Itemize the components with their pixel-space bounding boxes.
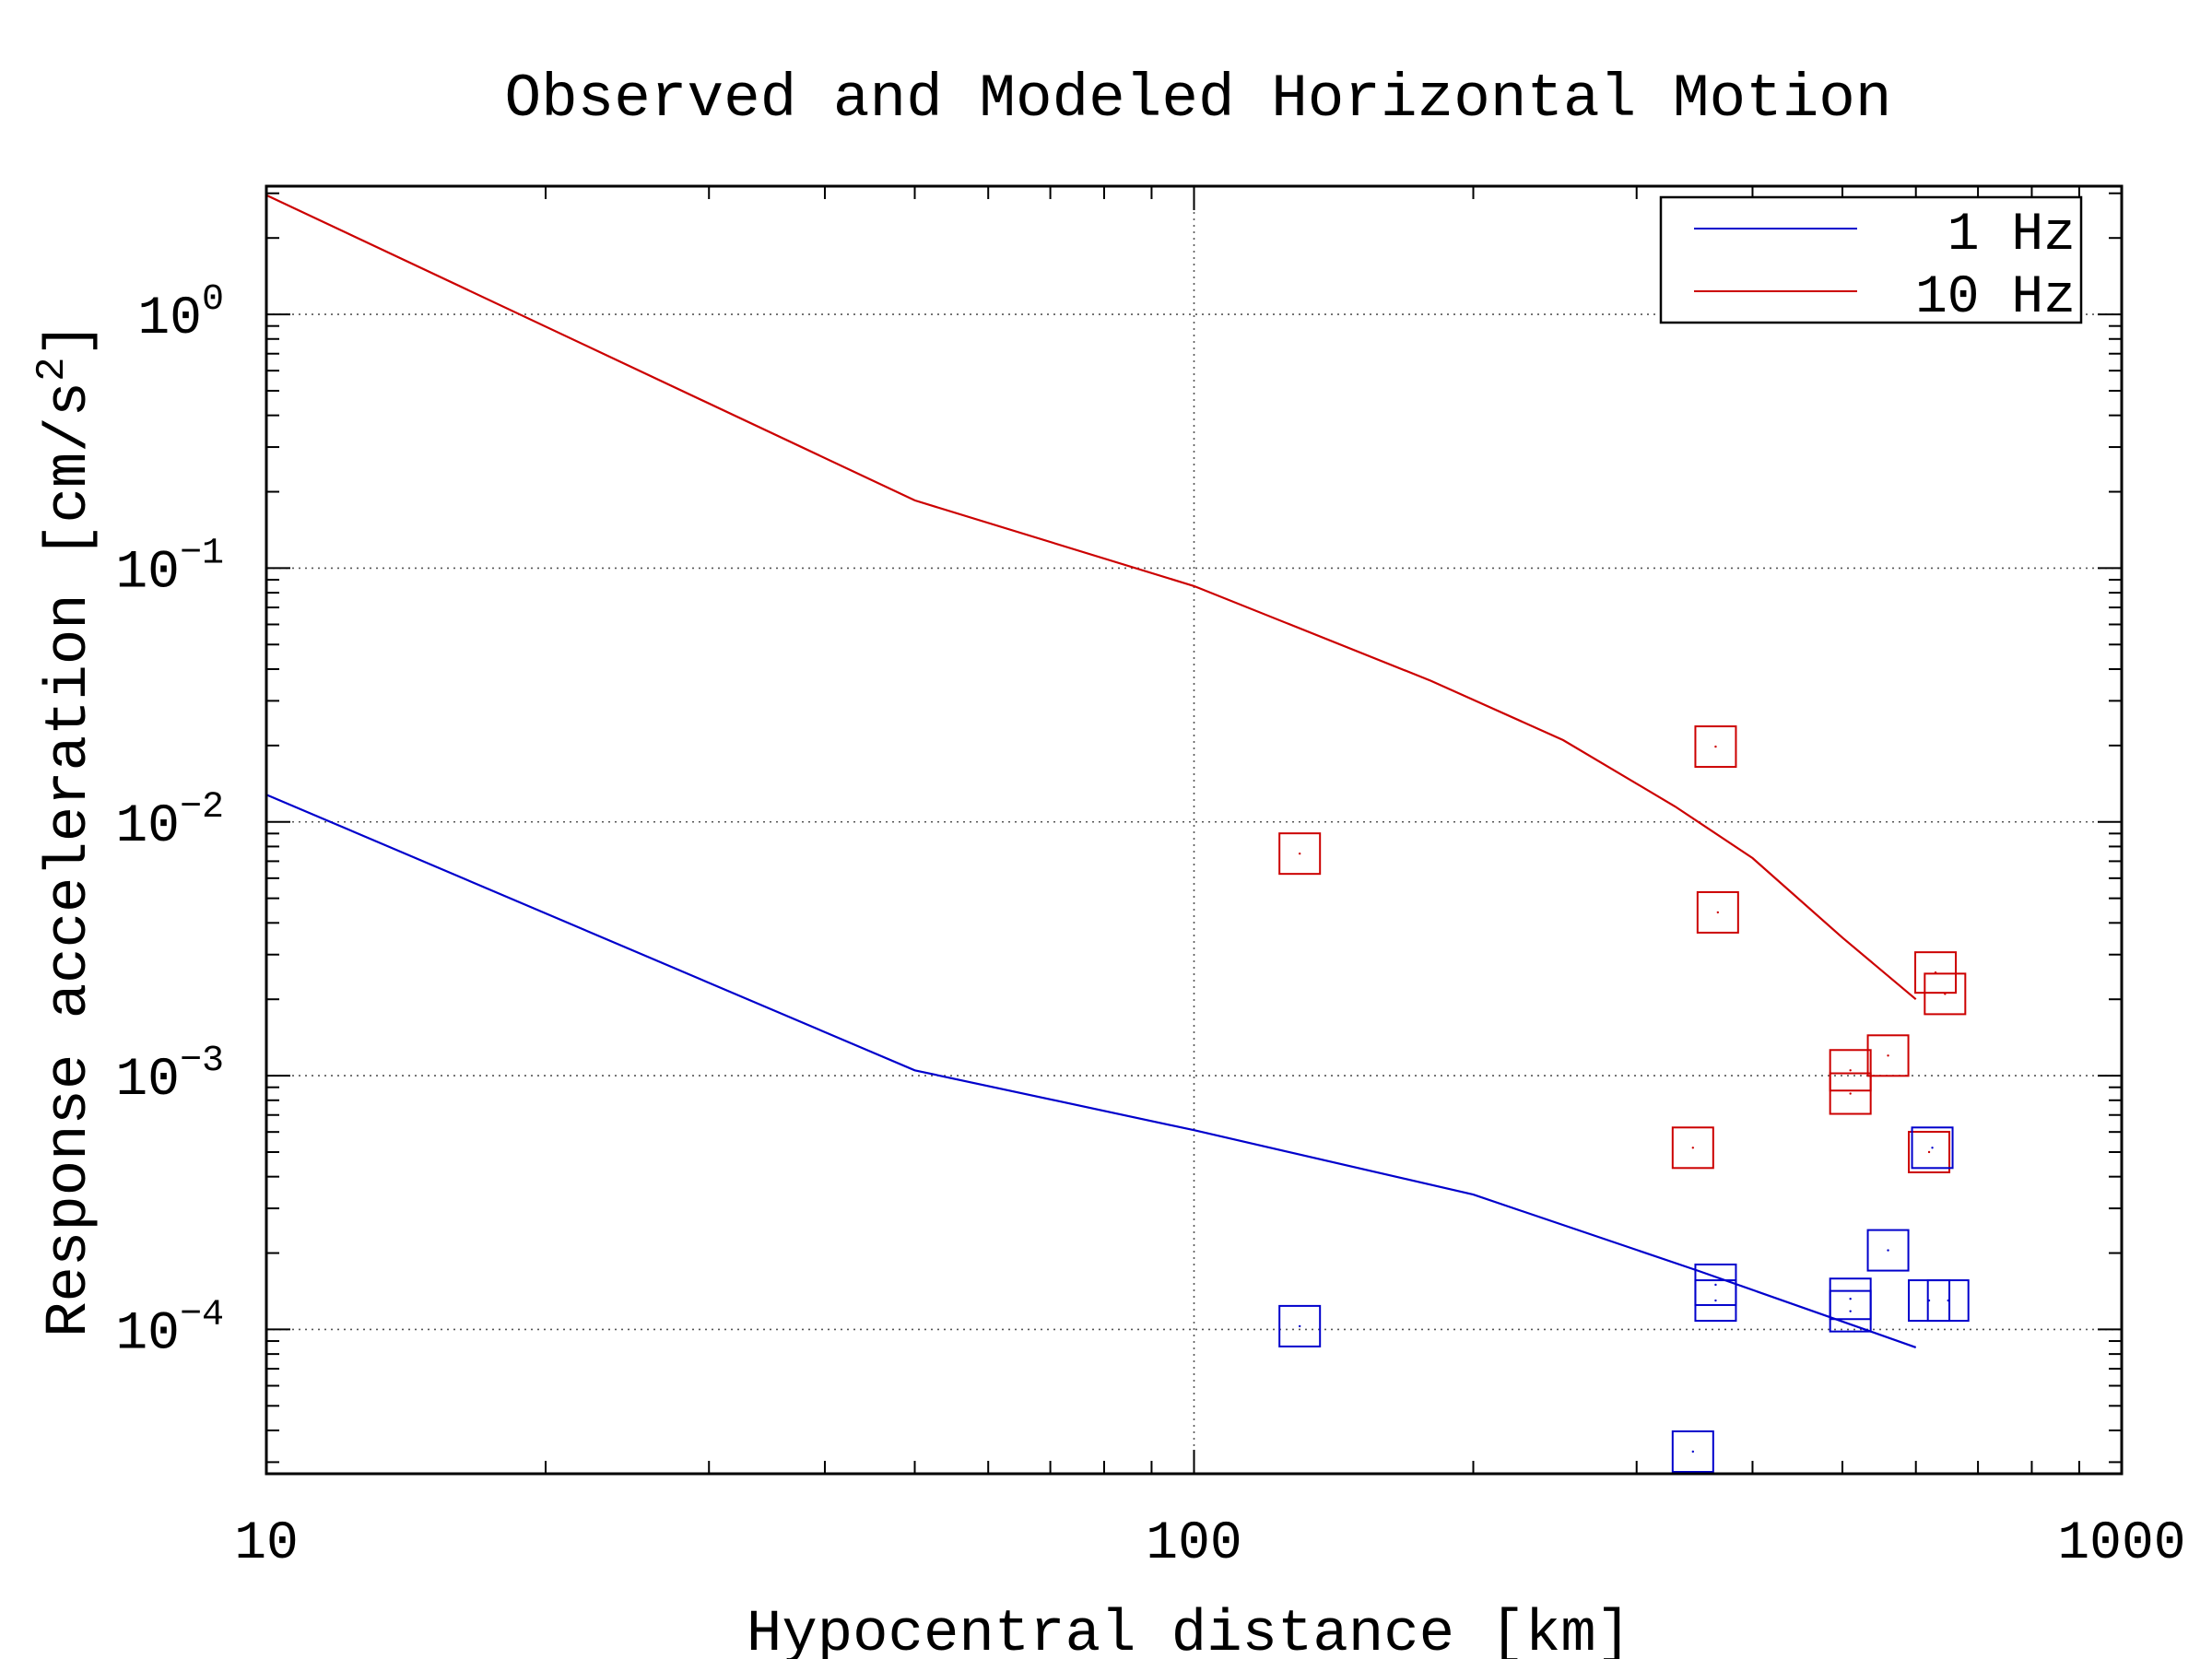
y-tick-base: 10 — [137, 289, 202, 349]
observed-marker — [1694, 725, 1737, 769]
chart-title: Observed and Modeled Horizontal Motion — [504, 65, 1891, 134]
observed-marker-center — [1927, 1150, 1931, 1154]
x-tick-label: 10 — [234, 1514, 299, 1574]
x-axis-ticks: 10 100 1000 — [234, 1514, 2185, 1574]
minor-ticks — [265, 186, 2122, 1474]
x-tick-label: 1000 — [2057, 1514, 2185, 1574]
legend: 1 Hz 10 Hz — [1659, 195, 2083, 328]
grid — [266, 186, 2122, 1474]
observed-marker-center — [1849, 1092, 1852, 1095]
observed-marker-center — [1298, 1324, 1301, 1328]
observed-marker — [1829, 1289, 1872, 1333]
observed-marker-center — [1716, 911, 1720, 914]
observed-marker — [1696, 890, 1739, 934]
observed-marker-center — [1691, 1147, 1695, 1149]
y-tick-exponent: −2 — [180, 787, 224, 829]
y-tick-exponent: −1 — [180, 533, 224, 574]
observed-points — [1278, 725, 1970, 1474]
observed-marker-center — [1849, 1298, 1852, 1300]
x-tick-label: 100 — [1146, 1514, 1241, 1574]
observed-marker — [1671, 1430, 1714, 1474]
legend-label-1hz: 1 Hz — [1947, 206, 2076, 265]
observed-marker-center — [1298, 852, 1301, 855]
y-axis-label: Response acceleration [cm/s2] — [29, 322, 103, 1337]
observed-marker — [1926, 1279, 1970, 1323]
observed-marker-center — [1849, 1069, 1852, 1072]
y-tick-label: 100 — [137, 279, 224, 349]
observed-marker — [1866, 1229, 1910, 1272]
observed-marker-center — [1849, 1310, 1852, 1312]
y-axis-label-superscript: 2 — [29, 358, 76, 382]
legend-box — [1659, 195, 2083, 324]
y-tick-base: 10 — [115, 543, 180, 603]
observed-marker-center — [1947, 1299, 1949, 1302]
observed-marker — [1829, 1049, 1872, 1092]
y-tick-label: 10−2 — [115, 787, 224, 857]
y-tick-exponent: −4 — [180, 1294, 224, 1335]
observed-marker-center — [1887, 1054, 1889, 1057]
observed-marker — [1866, 1034, 1910, 1077]
observed-marker-center — [1931, 1147, 1934, 1149]
y-tick-exponent: 0 — [202, 279, 224, 321]
series-layer — [265, 194, 1917, 1348]
legend-label-10hz: 10 Hz — [1915, 268, 2076, 328]
y-tick-label: 10−1 — [115, 533, 224, 603]
observed-marker-center — [1944, 993, 1947, 995]
observed-marker — [1278, 832, 1322, 876]
observed-marker — [1924, 972, 1967, 1016]
observed-marker — [1278, 1304, 1322, 1347]
observed-marker — [1671, 1126, 1714, 1170]
observed-marker — [1914, 951, 1958, 994]
observed-marker — [1908, 1130, 1951, 1173]
y-tick-exponent: −3 — [180, 1041, 224, 1082]
y-tick-base: 10 — [115, 1051, 180, 1111]
observed-marker-center — [1691, 1450, 1695, 1453]
observed-marker-center — [1714, 1299, 1717, 1302]
observed-marker-center — [1714, 1283, 1717, 1287]
y-tick-base: 10 — [115, 1304, 180, 1364]
y-tick-label: 10−4 — [115, 1294, 224, 1364]
plot-border — [265, 184, 2124, 1476]
series-line-10hz — [265, 194, 1917, 1001]
plot-area — [266, 186, 2122, 1474]
observed-marker — [1911, 1126, 1954, 1170]
observed-marker — [1829, 1072, 1872, 1115]
series-line-1hz — [265, 794, 1917, 1348]
observed-marker — [1694, 1279, 1737, 1323]
observed-marker-center — [1714, 745, 1717, 748]
y-axis-label-tail: ] — [37, 322, 103, 357]
x-axis-label: Hypocentral distance [km] — [747, 1602, 1631, 1659]
y-tick-base: 10 — [115, 797, 180, 857]
y-tick-label: 10−3 — [115, 1041, 224, 1111]
y-axis-label-main: Response acceleration [cm/s — [37, 382, 103, 1337]
observed-marker-center — [1887, 1249, 1889, 1252]
